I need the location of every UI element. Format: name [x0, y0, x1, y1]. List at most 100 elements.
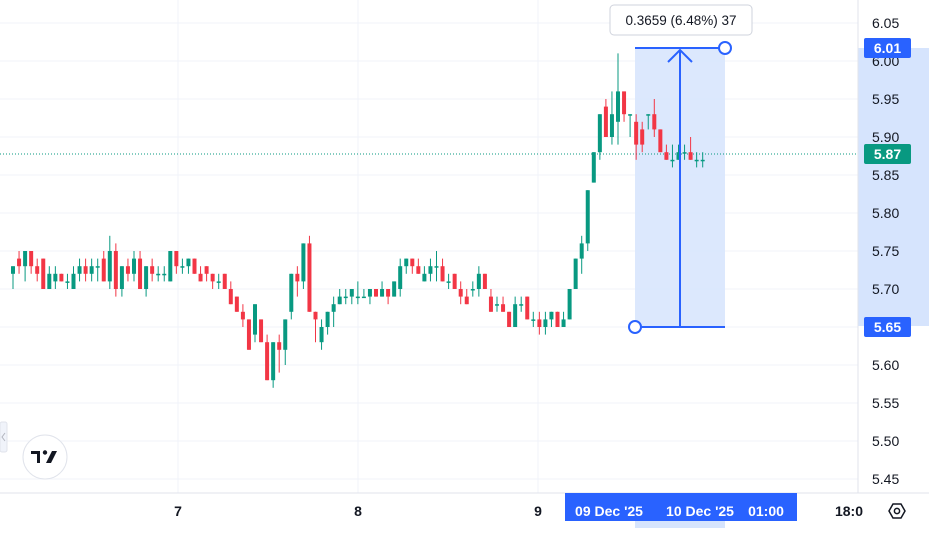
price-badge-low-bg — [864, 317, 911, 337]
candle-body — [519, 304, 524, 306]
candle-body — [295, 273, 300, 282]
candle — [107, 235, 112, 289]
candle-body — [253, 304, 257, 335]
candle — [428, 258, 433, 282]
candle — [17, 251, 22, 274]
price-badge-high-bg — [864, 38, 911, 58]
candle — [380, 281, 385, 297]
candle-body — [664, 152, 669, 160]
time-axis[interactable]: 7 8 9 18:0 — [174, 503, 863, 519]
candle — [452, 273, 457, 289]
candle-body — [277, 342, 282, 350]
candle — [168, 251, 173, 282]
candle — [658, 129, 663, 153]
candle — [682, 144, 687, 160]
candle — [404, 258, 409, 274]
candle — [271, 342, 276, 388]
candle — [83, 258, 88, 282]
candle — [101, 251, 106, 282]
candle — [700, 152, 705, 168]
candle — [525, 296, 530, 320]
candle-body — [543, 319, 548, 327]
candle — [355, 281, 360, 305]
candle-body — [331, 304, 336, 312]
y-tick-label: 5.45 — [872, 471, 899, 487]
measure-end-handle[interactable] — [718, 41, 732, 55]
candle-body — [77, 266, 82, 274]
candle-body — [265, 342, 270, 381]
candle-body — [23, 251, 28, 267]
candle-body — [392, 281, 397, 297]
candle-body — [325, 311, 330, 327]
candle — [482, 273, 487, 289]
candle — [676, 144, 681, 160]
candle-body — [83, 266, 88, 274]
candle-body — [313, 311, 318, 320]
price-badge-last: 5.87 — [864, 144, 911, 164]
candle-body — [513, 304, 518, 327]
collapse-panel-handle[interactable] — [0, 421, 8, 453]
candle — [670, 144, 675, 168]
candle — [392, 281, 397, 297]
candle — [132, 251, 136, 282]
candle — [47, 266, 52, 289]
y-tick-label: 5.85 — [872, 167, 899, 183]
candle-body — [591, 152, 596, 183]
candle — [125, 258, 130, 282]
grid — [0, 0, 858, 493]
time-badge-end: 10 Dec '25 — [666, 503, 734, 519]
candle-body — [355, 296, 360, 299]
candle-body — [343, 296, 348, 299]
candle-body — [337, 296, 342, 305]
candle — [349, 289, 354, 305]
candle-body — [47, 273, 52, 289]
candle-body — [240, 311, 245, 320]
candle — [688, 137, 693, 160]
candle-body — [507, 311, 512, 327]
candle-body — [482, 273, 487, 289]
candle-body — [694, 159, 699, 162]
price-badge-low-text: 5.65 — [874, 319, 901, 335]
candle-body — [537, 319, 542, 327]
candle — [222, 273, 227, 289]
candle-body — [428, 266, 433, 274]
candle — [29, 251, 34, 274]
candle-body — [458, 289, 463, 297]
candle-body — [440, 266, 445, 282]
candle-body — [434, 266, 439, 268]
candle — [434, 251, 439, 282]
measure-tool[interactable] — [628, 41, 732, 334]
candle — [113, 243, 118, 297]
candle — [591, 152, 596, 183]
candle-body — [59, 273, 64, 282]
y-tick-label: 5.90 — [872, 129, 899, 145]
y-tick-label: 5.95 — [872, 91, 899, 107]
time-badge-extra: 01:00 — [748, 503, 784, 519]
candle-body — [71, 273, 76, 289]
measure-start-handle[interactable] — [628, 320, 642, 334]
candle — [59, 273, 64, 282]
candle-body — [319, 327, 324, 343]
candle-body — [676, 152, 681, 160]
candle-body — [101, 258, 106, 282]
candle-body — [416, 266, 421, 274]
candle-body — [144, 266, 149, 289]
candle-body — [17, 258, 22, 267]
candle — [476, 266, 481, 297]
candle-body — [688, 152, 693, 160]
candle-body — [216, 281, 221, 283]
candle-body — [488, 296, 493, 312]
tradingview-logo-icon[interactable] — [22, 434, 68, 480]
candle — [53, 266, 58, 289]
candle-body — [670, 159, 675, 162]
candle-body — [132, 258, 136, 274]
settings-gear-icon[interactable] — [888, 503, 906, 519]
candle — [253, 304, 257, 343]
candle — [192, 258, 197, 274]
candle — [652, 99, 657, 137]
candle-body — [192, 258, 197, 274]
candle — [11, 266, 15, 289]
arrow-head-icon — [667, 48, 693, 63]
candle-body — [349, 289, 354, 297]
